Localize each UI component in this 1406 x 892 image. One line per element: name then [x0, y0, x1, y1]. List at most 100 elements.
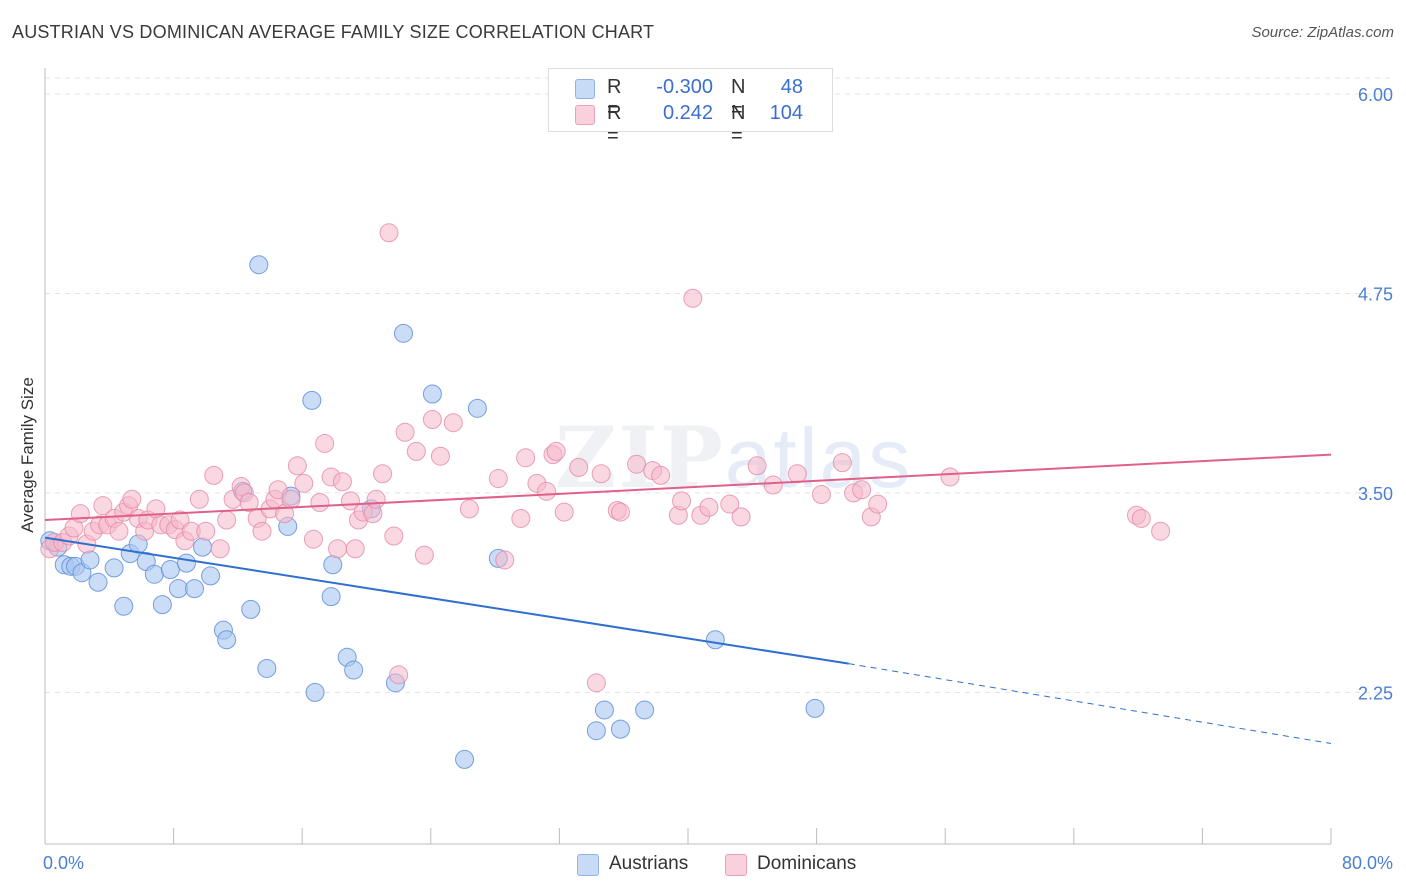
data-point-dominicans — [763, 475, 783, 495]
data-point-dominicans — [414, 545, 434, 565]
y-tick-label: 2.25 — [1358, 683, 1393, 703]
y-tick-label: 3.50 — [1358, 484, 1393, 504]
data-point-austrians — [144, 564, 164, 584]
data-point-dominicans — [488, 469, 508, 489]
data-point-dominicans — [537, 481, 557, 501]
data-point-dominicans — [109, 521, 129, 541]
legend-swatch-dominicans — [575, 105, 595, 125]
data-point-dominicans — [610, 502, 630, 522]
data-point-dominicans — [1131, 508, 1151, 528]
data-point-austrians — [152, 595, 172, 615]
legend-n-label: N = — [731, 76, 746, 121]
data-point-dominicans — [328, 539, 348, 559]
data-point-austrians — [455, 749, 475, 769]
data-point-dominicans — [70, 504, 90, 524]
data-point-austrians — [80, 550, 100, 570]
tick-labels: 2.25 3.50 4.75 6.00 0.0% 80.0% — [43, 85, 1393, 873]
axes — [44, 68, 1332, 845]
data-point-dominicans — [287, 456, 307, 476]
legend-n-value: 48 — [780, 76, 803, 98]
legend-r-value: -0.300 — [656, 76, 713, 98]
data-point-dominicans — [379, 223, 399, 243]
data-point-austrians — [88, 572, 108, 592]
data-point-dominicans — [940, 467, 960, 487]
legend-r-value: 0.242 — [662, 102, 713, 124]
data-point-austrians — [594, 700, 614, 720]
data-point-austrians — [805, 698, 825, 718]
legend-n-value: 104 — [769, 102, 803, 124]
data-point-dominicans — [210, 539, 230, 559]
data-point-dominicans — [699, 497, 719, 517]
data-point-dominicans — [310, 492, 330, 512]
data-point-dominicans — [868, 494, 888, 514]
legend-label-dominicans: Dominicans — [757, 853, 857, 874]
data-point-dominicans — [395, 422, 415, 442]
data-point-dominicans — [303, 529, 323, 549]
data-point-dominicans — [586, 673, 606, 693]
data-point-dominicans — [787, 464, 807, 484]
data-point-dominicans — [384, 526, 404, 546]
data-point-dominicans — [1151, 521, 1171, 541]
data-point-dominicans — [122, 489, 142, 509]
legend-r-label: R = — [607, 102, 622, 147]
data-point-dominicans — [832, 453, 852, 473]
trend-line-austrians-extrapolated — [848, 663, 1332, 744]
legend-swatch-austrians — [575, 79, 595, 99]
data-point-austrians — [705, 630, 725, 650]
series-legend: Austrians Dominicans — [0, 852, 1406, 878]
chart-title: AUSTRIAN VS DOMINICAN AVERAGE FAMILY SIZ… — [12, 22, 655, 42]
y-tick-label: 4.75 — [1358, 284, 1393, 304]
data-point-dominicans — [373, 464, 393, 484]
correlation-legend: R = -0.300 N = 48 R = 0.242 N = 104 — [548, 68, 833, 147]
data-point-austrians — [610, 719, 630, 739]
data-point-austrians — [635, 700, 655, 720]
data-point-dominicans — [189, 489, 209, 509]
data-point-dominicans — [852, 480, 872, 500]
data-point-dominicans — [672, 491, 692, 511]
data-point-dominicans — [252, 521, 272, 541]
data-point-austrians — [302, 390, 322, 410]
y-tick-label: 6.00 — [1358, 85, 1393, 105]
trend-lines — [44, 453, 1332, 744]
data-point-austrians — [321, 587, 341, 607]
data-point-dominicans — [731, 507, 751, 527]
legend-r-label: R = — [607, 76, 622, 121]
data-point-dominicans — [569, 457, 589, 477]
data-point-dominicans — [268, 480, 288, 500]
x-tick-label: 0.0% — [43, 853, 84, 873]
data-point-dominicans — [315, 433, 335, 453]
data-point-dominicans — [459, 499, 479, 519]
data-point-austrians — [241, 599, 261, 619]
data-point-dominicans — [554, 502, 574, 522]
data-point-austrians — [257, 658, 277, 678]
trend-line-dominicans — [44, 453, 1332, 522]
data-point-austrians — [193, 537, 213, 557]
data-point-dominicans — [430, 446, 450, 466]
data-point-dominicans — [811, 485, 831, 505]
data-point-dominicans — [239, 492, 259, 512]
data-point-dominicans — [93, 496, 113, 516]
data-point-dominicans — [422, 410, 442, 430]
data-point-austrians — [467, 398, 487, 418]
data-point-dominicans — [683, 288, 703, 308]
data-point-dominicans — [294, 473, 314, 493]
data-point-austrians — [114, 596, 134, 616]
data-point-austrians — [168, 579, 188, 599]
legend-swatch-dominicans — [725, 854, 747, 876]
data-point-dominicans — [443, 413, 463, 433]
series-dominicans — [40, 223, 1171, 693]
data-point-dominicans — [511, 508, 531, 528]
data-point-dominicans — [747, 456, 767, 476]
data-point-austrians — [160, 560, 180, 580]
data-point-dominicans — [495, 550, 515, 570]
data-point-dominicans — [281, 489, 301, 509]
data-point-austrians — [217, 630, 237, 650]
data-point-dominicans — [389, 665, 409, 685]
data-point-dominicans — [217, 510, 237, 530]
data-point-dominicans — [204, 465, 224, 485]
data-point-dominicans — [720, 494, 740, 514]
data-point-dominicans — [332, 472, 352, 492]
data-point-dominicans — [345, 539, 365, 559]
data-point-dominicans — [516, 448, 536, 468]
